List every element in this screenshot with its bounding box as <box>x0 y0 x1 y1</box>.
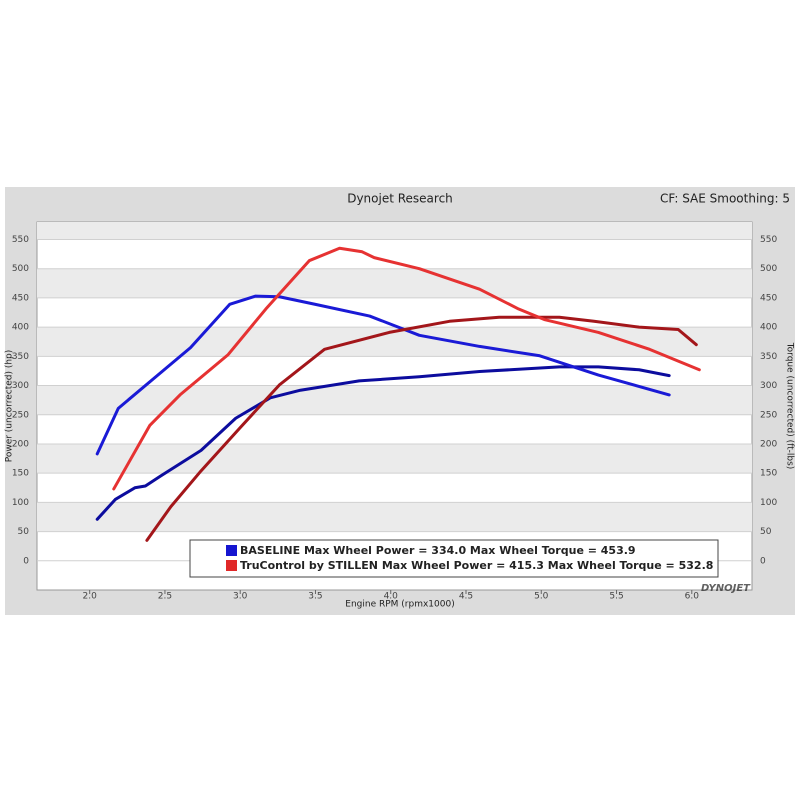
grid-band <box>37 222 752 240</box>
y2-tick-label: 250 <box>760 410 777 420</box>
legend-label: BASELINE Max Wheel Power = 334.0 Max Whe… <box>240 544 636 557</box>
y2-axis-label: Torque (uncorrected) (ft-lbs) <box>785 342 795 470</box>
grid-band <box>37 385 752 415</box>
y-tick-label: 300 <box>12 381 29 391</box>
y-tick-label: 100 <box>12 498 29 508</box>
x-tick-label: 2.5 <box>158 591 172 601</box>
y2-tick-label: 150 <box>760 469 777 479</box>
curve <box>145 315 698 542</box>
grid-band <box>37 502 752 532</box>
y-tick-label: 50 <box>18 527 30 537</box>
y-tick-label: 550 <box>12 235 29 245</box>
y-tick-label: 500 <box>12 264 29 274</box>
curve <box>112 246 701 491</box>
curve <box>95 365 671 521</box>
x-tick-label: 4.0 <box>384 591 399 601</box>
y-tick-label: 250 <box>12 410 29 420</box>
y-tick-label: 0 <box>23 556 29 566</box>
watermark: DYNOJET <box>701 583 751 594</box>
grid-band <box>37 268 752 298</box>
y2-tick-label: 500 <box>760 264 777 274</box>
x-tick-label: 2.0 <box>83 591 98 601</box>
y2-tick-label: 400 <box>760 323 777 333</box>
x-tick-label: 5.0 <box>534 591 549 601</box>
legend-swatch <box>226 545 237 556</box>
y2-tick-label: 100 <box>760 498 777 508</box>
legend-label: TruControl by STILLEN Max Wheel Power = … <box>240 559 713 572</box>
y2-tick-label: 200 <box>760 439 777 449</box>
y-tick-label: 400 <box>12 323 29 333</box>
chart-subtitle: CF: SAE Smoothing: 5 <box>660 192 790 206</box>
y-axis-label: Power (uncorrected) (hp) <box>5 350 15 463</box>
y2-tick-label: 550 <box>760 235 777 245</box>
x-axis-label: Engine RPM (rpmx1000) <box>345 600 454 610</box>
y2-tick-label: 450 <box>760 293 777 303</box>
curve <box>95 294 671 456</box>
grid-band <box>37 443 752 474</box>
y-tick-label: 450 <box>12 293 29 303</box>
x-tick-label: 3.0 <box>233 591 248 601</box>
legend-box <box>189 539 719 578</box>
y2-tick-label: 50 <box>760 527 772 537</box>
y2-tick-label: 300 <box>760 381 777 391</box>
x-tick-label: 6.0 <box>685 591 700 601</box>
y2-tick-label: 350 <box>760 352 777 362</box>
y-tick-label: 350 <box>12 352 29 362</box>
x-tick-label: 3.5 <box>308 591 322 601</box>
legend-swatch <box>226 560 237 571</box>
chart-title: Dynojet Research <box>347 192 453 206</box>
y-tick-label: 200 <box>12 439 29 449</box>
x-tick-label: 4.5 <box>459 591 473 601</box>
x-tick-label: 5.5 <box>609 591 623 601</box>
y-tick-label: 150 <box>12 469 29 479</box>
y2-tick-label: 0 <box>760 556 766 566</box>
